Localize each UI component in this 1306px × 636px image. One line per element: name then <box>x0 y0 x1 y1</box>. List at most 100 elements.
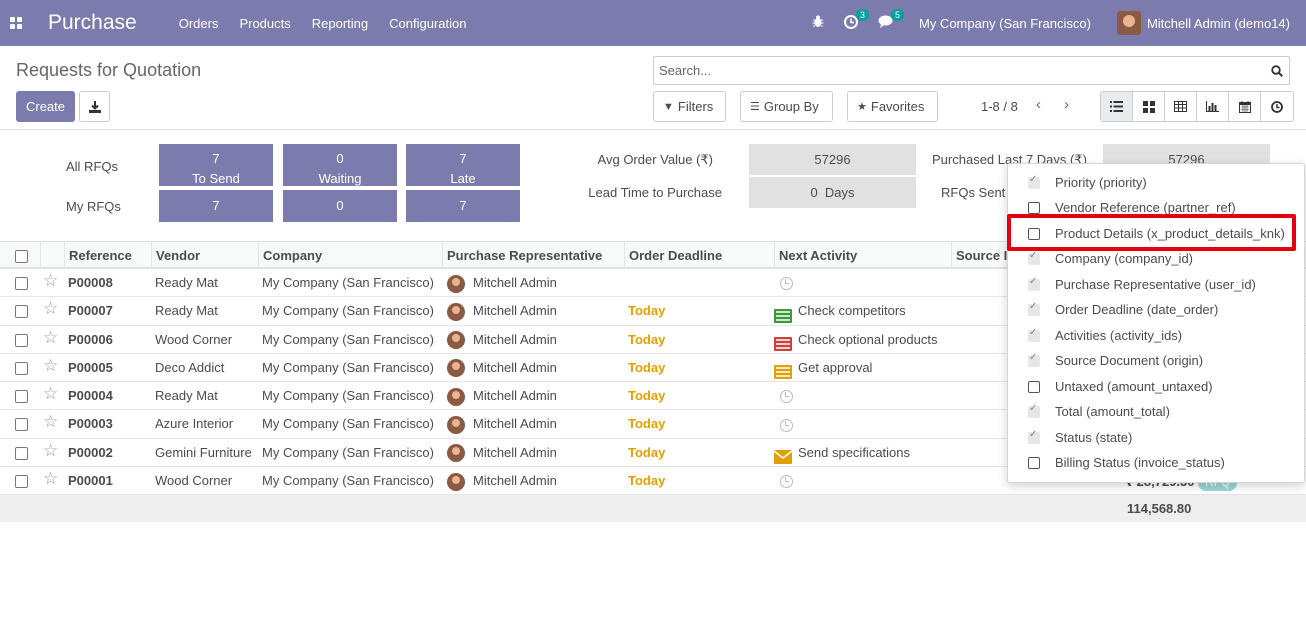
optional-column-item[interactable]: Order Deadline (date_order) <box>1008 297 1306 322</box>
row-checkbox[interactable] <box>15 355 28 383</box>
to-send-all-tile[interactable]: 7 To Send <box>159 144 273 186</box>
todo-icon[interactable] <box>774 305 792 323</box>
calendar-view-icon[interactable] <box>1229 92 1261 121</box>
late-my-tile[interactable]: 7 <box>406 190 520 222</box>
table-row[interactable]: ☆ P00008 Ready Mat My Company (San Francisc… <box>0 269 1306 298</box>
pivot-view-icon[interactable] <box>1165 92 1197 121</box>
download-button[interactable] <box>79 91 110 122</box>
unchecked-checkbox[interactable] <box>1028 227 1040 240</box>
optional-column-item[interactable]: Priority (priority) <box>1008 170 1306 195</box>
unchecked-checkbox[interactable] <box>1028 456 1040 469</box>
activity-summary[interactable]: Check competitors <box>798 303 906 319</box>
star-icon[interactable]: ☆ <box>43 469 59 489</box>
order-deadline-header[interactable]: Order Deadline <box>624 242 774 269</box>
row-checkbox[interactable] <box>15 468 28 496</box>
unchecked-checkbox[interactable] <box>1028 201 1040 214</box>
checked-checkbox[interactable] <box>1028 429 1040 444</box>
user-menu[interactable]: Mitchell Admin (demo14) <box>1146 15 1290 31</box>
star-icon[interactable]: ☆ <box>43 271 59 290</box>
optional-column-item[interactable]: Total (amount_total) <box>1008 399 1306 424</box>
priority-header[interactable] <box>40 242 64 269</box>
todo-red-icon[interactable] <box>774 333 792 352</box>
waiting-all-tile[interactable]: 0 Waiting <box>283 144 397 186</box>
waiting-my-tile[interactable]: 0 <box>283 190 397 222</box>
pager-value[interactable]: 1-8 / 8 <box>981 99 1018 114</box>
checked-checkbox[interactable] <box>1028 352 1040 367</box>
row-checkbox[interactable] <box>15 298 28 326</box>
activity-clock-icon[interactable]: 3 <box>843 8 869 32</box>
clock-icon[interactable] <box>780 390 793 404</box>
envelope-icon[interactable] <box>773 446 793 465</box>
row-checkbox[interactable] <box>15 440 28 468</box>
checked-checkbox[interactable] <box>1028 250 1040 265</box>
optional-column-item[interactable]: Activities (activity_ids) <box>1008 323 1306 348</box>
favorites-button[interactable]: ★ Favorites <box>847 91 938 122</box>
optional-column-item[interactable]: Source Document (origin) <box>1008 348 1306 373</box>
checked-checkbox[interactable] <box>1028 301 1040 316</box>
table-row[interactable]: ☆ P00001 Wood Corner My Company (San Franci… <box>0 467 1306 496</box>
table-row[interactable]: ☆ P00006 Wood Corner My Company (San Franci… <box>0 326 1306 354</box>
star-icon[interactable]: ☆ <box>43 384 59 404</box>
menu-orders[interactable]: Orders <box>178 15 219 31</box>
source-document-header[interactable]: Source I <box>951 242 1011 269</box>
menu-configuration[interactable]: Configuration <box>389 15 467 31</box>
groupby-button[interactable]: ☰ Group By <box>740 91 833 122</box>
table-row[interactable]: ☆ P00002 Gemini Furniture My Company (San F… <box>0 439 1306 468</box>
menu-products[interactable]: Products <box>239 15 291 31</box>
clock-icon[interactable] <box>780 277 793 291</box>
bug-icon[interactable] <box>812 15 824 31</box>
optional-column-item[interactable]: Vendor Reference (partner_ref) <box>1008 195 1306 220</box>
table-row[interactable]: ☆ P00007 Ready Mat My Company (San Francisc… <box>0 297 1306 326</box>
search-icon[interactable] <box>1265 64 1289 77</box>
next-activity-header[interactable]: Next Activity <box>774 242 951 269</box>
star-icon[interactable]: ☆ <box>43 412 59 432</box>
optional-column-item[interactable]: Company (company_id) <box>1008 246 1306 271</box>
list-view-icon[interactable] <box>1101 92 1133 121</box>
vendor-header[interactable]: Vendor <box>151 242 258 269</box>
activity-summary[interactable]: Check optional products <box>798 331 938 347</box>
pager-previous-icon[interactable]: ‹ <box>1036 96 1041 113</box>
app-name[interactable]: Purchase <box>48 11 137 34</box>
filters-button[interactable]: ▼ Filters <box>653 91 726 122</box>
star-icon[interactable]: ☆ <box>43 327 59 347</box>
activity-view-icon[interactable] <box>1261 92 1293 121</box>
pager-next-icon[interactable]: › <box>1064 96 1069 113</box>
optional-column-item[interactable]: Billing Status (invoice_status) <box>1008 450 1306 475</box>
company-switcher[interactable]: My Company (San Francisco) <box>918 15 1091 31</box>
row-checkbox[interactable] <box>15 327 28 355</box>
row-checkbox[interactable] <box>15 270 28 298</box>
table-row[interactable]: ☆ P00005 Deco Addict My Company (San Franci… <box>0 354 1306 383</box>
optional-column-item[interactable]: Status (state) <box>1008 425 1306 450</box>
menu-reporting[interactable]: Reporting <box>311 15 369 31</box>
table-row[interactable]: ☆ P00003 Azure Interior My Company (San Fra… <box>0 410 1306 439</box>
optional-column-item[interactable]: Purchase Representative (user_id) <box>1008 272 1306 297</box>
activity-summary[interactable]: Send specifications <box>798 444 911 460</box>
table-row[interactable]: ☆ P00004 Ready Mat My Company (San Francisc… <box>0 382 1306 411</box>
late-all-tile[interactable]: 7 Late <box>406 144 520 186</box>
todo-yellow-icon[interactable] <box>774 361 792 380</box>
optional-column-item[interactable]: Product Details (x_product_details_knk) <box>1008 221 1306 246</box>
star-icon[interactable]: ☆ <box>43 440 59 460</box>
kanban-view-icon[interactable] <box>1133 92 1165 121</box>
graph-view-icon[interactable] <box>1197 92 1229 121</box>
optional-column-item[interactable]: Untaxed (amount_untaxed) <box>1008 374 1306 399</box>
checked-checkbox[interactable] <box>1028 276 1040 291</box>
representative-header[interactable]: Purchase Representative <box>442 242 624 269</box>
checked-checkbox[interactable] <box>1028 327 1040 342</box>
user-avatar[interactable] <box>1116 11 1141 35</box>
clock-icon[interactable] <box>780 418 793 432</box>
clock-icon[interactable] <box>780 475 793 489</box>
create-button[interactable]: Create <box>16 91 75 122</box>
company-header[interactable]: Company <box>258 242 442 269</box>
star-icon[interactable]: ☆ <box>43 355 59 375</box>
select-all-checkbox[interactable] <box>0 242 40 269</box>
unchecked-checkbox[interactable] <box>1028 380 1040 393</box>
row-checkbox[interactable] <box>15 383 28 411</box>
reference-header[interactable]: Reference <box>64 242 151 269</box>
to-send-my-tile[interactable]: 7 <box>159 190 273 222</box>
chat-icon[interactable]: 5 <box>878 9 904 31</box>
star-icon[interactable]: ☆ <box>43 299 59 319</box>
activity-summary[interactable]: Get approval <box>798 359 873 375</box>
row-checkbox[interactable] <box>15 411 28 439</box>
checked-checkbox[interactable] <box>1028 403 1040 418</box>
